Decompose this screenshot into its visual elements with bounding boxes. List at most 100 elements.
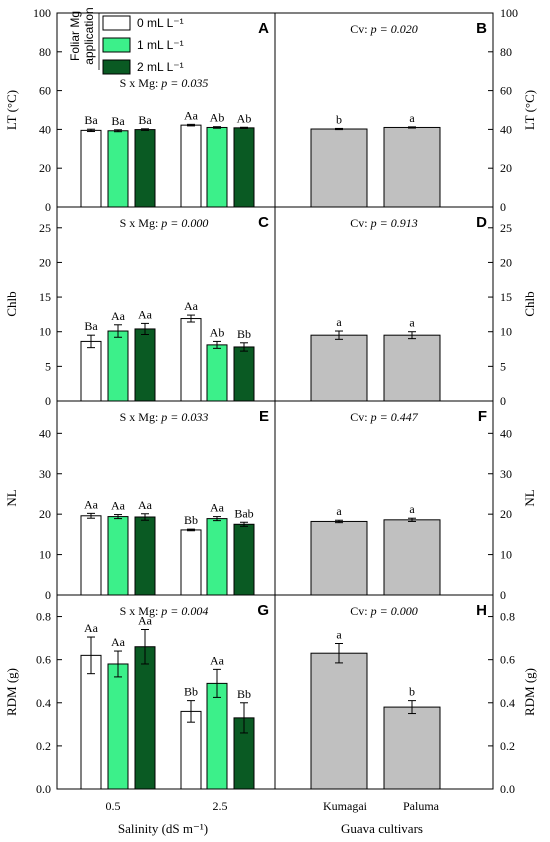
- bar: [107, 663, 129, 790]
- significance-letter: Ba: [111, 114, 125, 128]
- y-tick-label: 40: [500, 122, 512, 136]
- bar: [206, 344, 228, 402]
- x-tick-salinity-0: 0.5: [106, 799, 121, 813]
- y-tick-label: 40: [39, 426, 51, 440]
- significance-letter: a: [409, 502, 415, 516]
- y-tick-label: 20: [39, 161, 51, 175]
- panel-C: 0 5 10 15 20 25 Chlb C S x Mg: p = 0.000 Ba Aa Aa Ab…: [4, 206, 276, 408]
- y-tick-label: 10: [39, 325, 51, 339]
- bar: [180, 124, 202, 208]
- y-tick-label: 10: [39, 548, 51, 562]
- panel-G: 0.0 0.2 0.4 0.6 0.8 RDM (g) G S x Mg: p = 0.004…: [4, 594, 276, 796]
- significance-letter: Aa: [184, 299, 199, 313]
- significance-letter: Ba: [138, 113, 152, 127]
- significance-letter: Bb: [184, 513, 198, 527]
- y-axis-label: Chlb: [4, 291, 19, 316]
- panel-letter: D: [476, 214, 487, 231]
- y-axis-label: RDM (g): [4, 668, 19, 716]
- y-tick-label: 0.6: [36, 653, 51, 667]
- y-tick-label: 0.0: [36, 782, 51, 796]
- bar: [206, 518, 228, 596]
- bar: [107, 516, 129, 596]
- significance-letter: Bb: [237, 327, 251, 341]
- legend-label-2: 2 mL L⁻¹: [137, 60, 184, 74]
- y-tick-label: 20: [39, 255, 51, 269]
- p-value-annotation: Cv: p = 0.020: [350, 22, 417, 36]
- significance-letter: Aa: [184, 108, 199, 122]
- y-tick-label: 20: [39, 507, 51, 521]
- bar: [233, 523, 255, 596]
- y-tick-label: 0: [500, 200, 506, 214]
- significance-letter: b: [336, 112, 342, 126]
- y-tick-label: 0.6: [500, 653, 515, 667]
- panel-H: 0.0 0.2 0.4 0.6 0.8 RDM (g) H Cv: p = 0.000 a b: [274, 594, 537, 796]
- bar: [134, 646, 156, 790]
- y-tick-label: 20: [500, 255, 512, 269]
- significance-letter: Aa: [138, 307, 153, 321]
- y-tick-label: 60: [39, 84, 51, 98]
- significance-letter: a: [336, 504, 342, 518]
- significance-letter: b: [409, 685, 415, 699]
- significance-letter: Bb: [184, 685, 198, 699]
- bar: [134, 328, 156, 402]
- significance-letter: Aa: [111, 635, 126, 649]
- x-axis-label-cultivars: Guava cultivars: [341, 821, 423, 836]
- bar: [80, 129, 102, 208]
- bar: [310, 520, 368, 596]
- y-tick-label: 80: [39, 45, 51, 59]
- y-tick-label: 0: [45, 588, 51, 602]
- panel-F: 0 10 20 30 40 NL F Cv: p = 0.447 a a: [274, 400, 537, 602]
- significance-letter: Ba: [84, 319, 98, 333]
- bar: [233, 127, 255, 208]
- significance-letter: Aa: [138, 613, 153, 627]
- y-tick-label: 0.4: [36, 696, 51, 710]
- legend-swatch-1: [102, 37, 131, 53]
- y-tick-label: 25: [500, 221, 512, 235]
- y-tick-label: 20: [500, 161, 512, 175]
- bar: [310, 128, 368, 208]
- y-tick-label: 15: [39, 290, 51, 304]
- panel-D: 0 5 10 15 20 25 Chlb D Cv: p = 0.913 a a: [274, 206, 537, 408]
- y-tick-label: 100: [500, 6, 518, 20]
- y-tick-label: 0.8: [500, 610, 515, 624]
- bar: [180, 710, 202, 790]
- panel-letter: A: [258, 20, 269, 37]
- y-tick-label: 5: [45, 359, 51, 373]
- significance-letter: Aa: [210, 501, 225, 515]
- y-tick-label: 0.2: [500, 739, 515, 753]
- y-axis-label: Chlb: [522, 291, 537, 316]
- panel-letter: C: [258, 214, 269, 231]
- y-tick-label: 15: [500, 290, 512, 304]
- legend-title-line1: Foliar Mg: [68, 11, 82, 61]
- panel-letter: B: [476, 20, 487, 37]
- x-axis-labels: 0.5 2.5 Salinity (dS m⁻¹) Kumagai Paluma…: [106, 799, 440, 836]
- significance-letter: Aa: [84, 497, 99, 511]
- significance-letter: Aa: [210, 653, 225, 667]
- y-tick-label: 0: [45, 394, 51, 408]
- y-tick-label: 0: [45, 200, 51, 214]
- y-tick-label: 0.4: [500, 696, 515, 710]
- p-value-annotation: Cv: p = 0.000: [350, 604, 417, 618]
- significance-letter: a: [409, 316, 415, 330]
- bar: [80, 515, 102, 596]
- bar: [80, 340, 102, 402]
- panel-A: 0 20 40 60 80 100 LT (°C) A S x Mg: p = 0.035 Ba A…: [4, 6, 276, 214]
- bar: [233, 346, 255, 402]
- y-tick-label: 0: [500, 588, 506, 602]
- significance-letter: Ab: [210, 111, 225, 125]
- y-tick-label: 40: [500, 426, 512, 440]
- bar: [134, 129, 156, 208]
- y-tick-label: 0.8: [36, 610, 51, 624]
- bar: [80, 654, 102, 790]
- significance-letter: Ab: [237, 111, 252, 125]
- bar: [180, 318, 202, 402]
- p-value-annotation: S x Mg: p = 0.035: [120, 76, 209, 90]
- y-tick-label: 5: [500, 359, 506, 373]
- panel-letter: H: [476, 602, 487, 619]
- y-tick-label: 0: [500, 394, 506, 408]
- bar: [383, 334, 441, 402]
- x-axis-label-salinity: Salinity (dS m⁻¹): [118, 821, 208, 836]
- p-value-annotation: S x Mg: p = 0.033: [120, 410, 209, 424]
- significance-letter: Ab: [210, 325, 225, 339]
